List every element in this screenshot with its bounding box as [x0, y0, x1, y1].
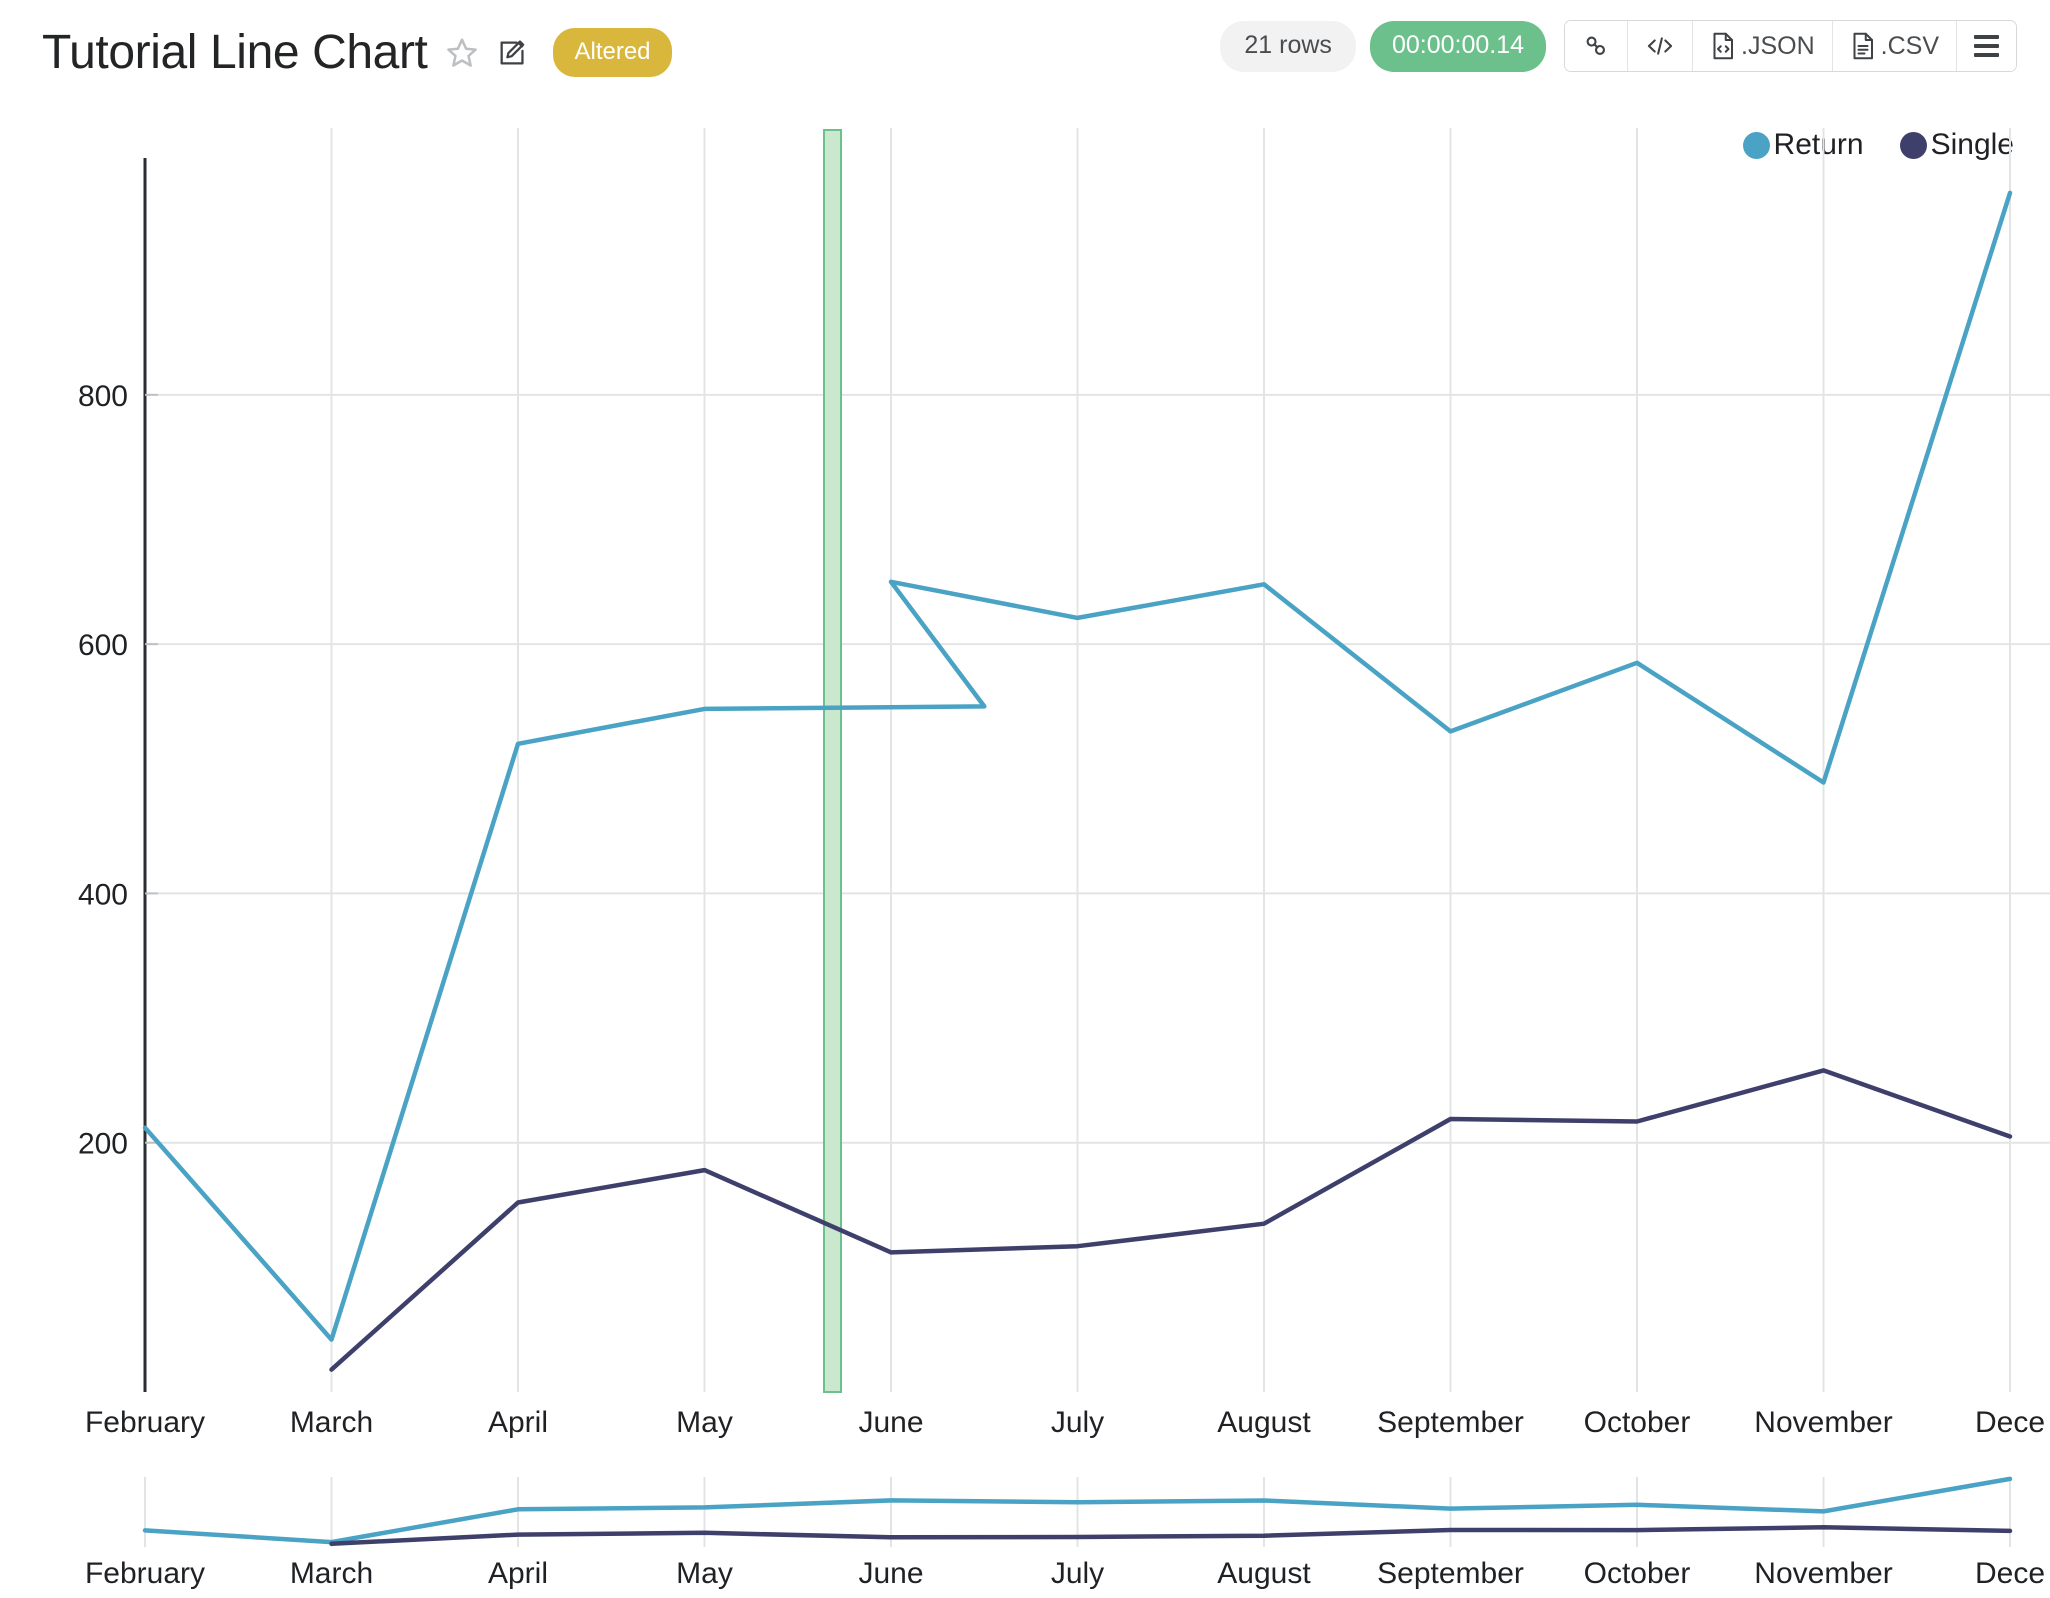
app-header: Tutorial Line Chart Altered 21 rows 00:0… [0, 0, 2050, 105]
x-tick-label: September [1377, 1406, 1524, 1439]
highlight-band-rect[interactable] [823, 129, 842, 1393]
x-tick-label: Dece [1975, 1406, 2045, 1439]
legend-swatch-icon [1899, 131, 1927, 159]
x-tick-label: March [290, 1406, 373, 1439]
y-tick-label: 400 [78, 878, 128, 911]
overview-series-line-return[interactable] [142, 1476, 2013, 1545]
legend-item-return[interactable]: Return [1742, 128, 1864, 162]
menu-button[interactable] [1957, 21, 2016, 71]
code-brackets-icon [1645, 32, 1675, 60]
overview-x-tick-label: February [85, 1557, 205, 1590]
share-link-button[interactable] [1565, 21, 1629, 71]
x-tick-label: October [1584, 1406, 1691, 1439]
overview-series-lines[interactable] [142, 1476, 2013, 1547]
legend-swatch-icon [1742, 131, 1770, 159]
overview-x-tick-label: March [290, 1557, 373, 1590]
legend-label: Single [1930, 128, 2014, 161]
x-tick-label: May [676, 1406, 733, 1439]
y-tick-label: 200 [78, 1128, 128, 1161]
x-tick-label: November [1754, 1406, 1892, 1439]
y-tick-label: 600 [78, 629, 128, 662]
title-group: Tutorial Line Chart Altered [42, 25, 672, 80]
y-tick-label: 800 [78, 380, 128, 413]
x-tick-label: July [1051, 1406, 1104, 1439]
file-code-icon [1710, 31, 1736, 61]
overview-x-tick-label: September [1377, 1557, 1524, 1590]
overview-x-tick-label: August [1217, 1557, 1311, 1590]
edit-pencil-icon[interactable] [497, 37, 529, 69]
download-csv-label: .CSV [1880, 31, 1939, 60]
legend-label: Return [1773, 128, 1864, 161]
page-title: Tutorial Line Chart [42, 26, 428, 79]
overview-x-tick-label: Dece [1975, 1557, 2045, 1590]
x-tick-label: August [1217, 1406, 1311, 1439]
header-actions: 21 rows 00:00:00.14 [1220, 20, 2017, 72]
chart-series-lines [142, 190, 2013, 1372]
vertical-gridlines [330, 128, 2011, 1392]
download-csv-button[interactable]: .CSV [1832, 21, 1957, 71]
overview-x-tick-label: May [676, 1557, 733, 1590]
overview-x-tick-label: April [488, 1557, 548, 1590]
x-tick-label: April [488, 1406, 548, 1439]
overview-x-axis-labels: February March April May June July August Septe… [85, 1557, 2045, 1590]
overview-x-tick-label: October [1584, 1557, 1691, 1590]
download-json-label: .JSON [1741, 31, 1815, 60]
file-lines-icon [1850, 31, 1876, 61]
duration-badge: 00:00:00.14 [1369, 20, 1547, 72]
overview-x-tick-label: June [858, 1557, 923, 1590]
legend-item-single[interactable]: Single [1899, 128, 2014, 162]
x-tick-label: February [85, 1406, 205, 1439]
row-count-badge: 21 rows [1220, 20, 1356, 72]
overview-x-tick-label: November [1754, 1557, 1892, 1590]
x-axis-labels: February March April May June July August Septe… [85, 1406, 2045, 1439]
status-badge: Altered [553, 28, 672, 77]
x-tick-label: June [858, 1406, 923, 1439]
overview-series-line-single[interactable] [329, 1525, 2013, 1547]
overview-x-tick-label: July [1051, 1557, 1104, 1590]
series-line-return[interactable] [142, 190, 2013, 1342]
chart-legend: Return Single [1742, 128, 2014, 162]
download-json-button[interactable]: .JSON [1693, 21, 1833, 71]
embed-code-button[interactable] [1628, 21, 1694, 71]
toolbar-button-group: .JSON .CSV [1564, 20, 2017, 72]
hamburger-menu-icon [1974, 35, 1999, 57]
series-line-single[interactable] [329, 1068, 2013, 1372]
highlight-band[interactable] [823, 129, 842, 1393]
y-axis-labels: 200 400 600 800 [78, 380, 128, 1161]
horizontal-gridlines [145, 393, 2050, 1144]
y-axis-ticks [145, 393, 158, 1144]
link-chain-icon [1582, 32, 1610, 60]
star-icon[interactable] [445, 36, 479, 70]
